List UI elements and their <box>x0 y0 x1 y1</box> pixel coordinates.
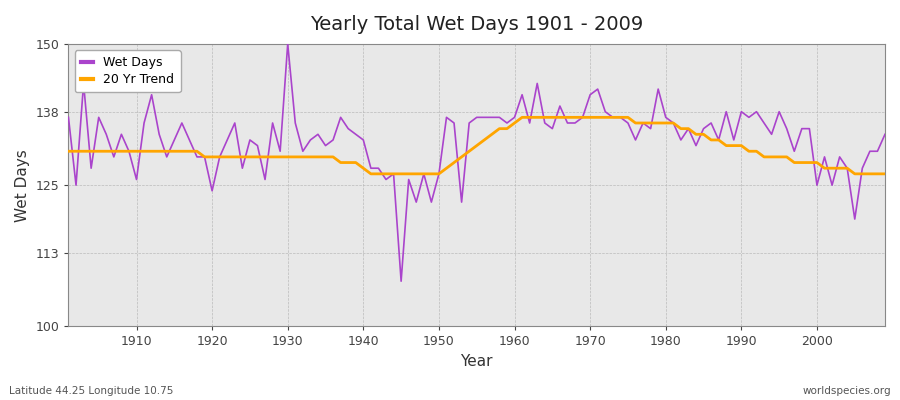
Wet Days <box>123 149 134 154</box>
Wet Days <box>297 149 308 154</box>
Line: Wet Days: Wet Days <box>68 44 885 281</box>
Title: Yearly Total Wet Days 1901 - 2009: Yearly Total Wet Days 1901 - 2009 <box>310 15 644 34</box>
Legend: Wet Days, 20 Yr Trend: Wet Days, 20 Yr Trend <box>75 50 181 92</box>
20 Yr Trend <box>335 160 346 165</box>
Line: 20 Yr Trend: 20 Yr Trend <box>68 117 885 174</box>
Wet Days <box>343 126 354 131</box>
Wet Days <box>283 42 293 46</box>
Wet Days <box>879 132 890 137</box>
Text: worldspecies.org: worldspecies.org <box>803 386 891 396</box>
Wet Days <box>525 120 535 125</box>
Text: Latitude 44.25 Longitude 10.75: Latitude 44.25 Longitude 10.75 <box>9 386 174 396</box>
20 Yr Trend <box>879 172 890 176</box>
20 Yr Trend <box>123 149 134 154</box>
20 Yr Trend <box>290 154 301 159</box>
Wet Days <box>396 279 407 284</box>
20 Yr Trend <box>509 120 520 125</box>
20 Yr Trend <box>615 115 626 120</box>
Wet Days <box>615 115 626 120</box>
20 Yr Trend <box>525 115 535 120</box>
20 Yr Trend <box>517 115 527 120</box>
Wet Days <box>517 92 527 97</box>
Y-axis label: Wet Days: Wet Days <box>15 149 30 222</box>
Wet Days <box>63 115 74 120</box>
20 Yr Trend <box>63 149 74 154</box>
20 Yr Trend <box>365 172 376 176</box>
X-axis label: Year: Year <box>461 354 493 369</box>
